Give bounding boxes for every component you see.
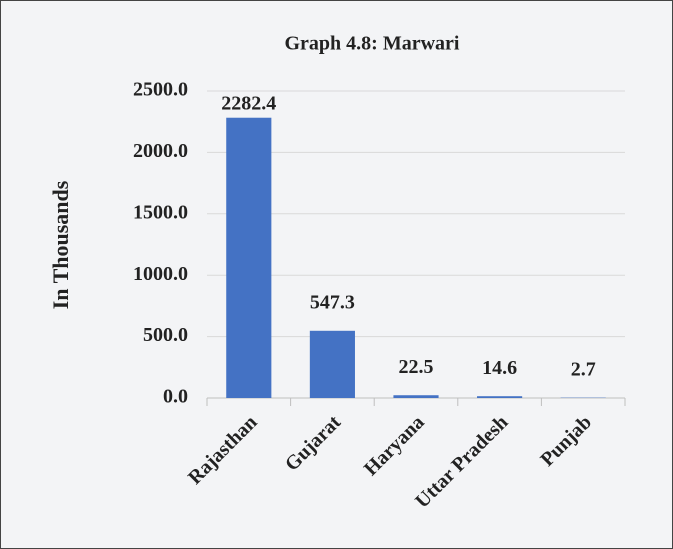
bar [477,396,523,398]
bar [309,330,355,398]
y-tick-label: 2000.0 [133,140,188,162]
data-label: 14.6 [482,357,517,379]
chart-title: Graph 4.8: Marwari [285,33,460,55]
y-tick-label: 500.0 [143,324,188,346]
y-tick-label: 0.0 [163,386,188,408]
y-tick-label: 1500.0 [133,201,188,223]
y-tick-label: 2500.0 [133,79,188,101]
data-label: 22.5 [399,356,434,378]
y-axis-label: In Thousands [48,180,73,309]
data-label: 2.7 [571,358,596,380]
data-label: 547.3 [310,291,355,313]
bar [226,117,272,398]
data-label: 2282.4 [221,93,276,115]
y-tick-label: 1000.0 [133,263,188,285]
bar [393,395,439,398]
